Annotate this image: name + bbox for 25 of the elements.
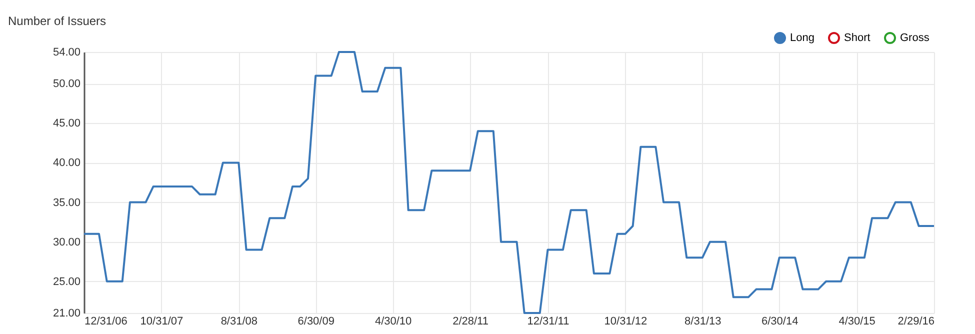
x-tick-label: 8/31/13	[684, 316, 722, 328]
x-tick-label: 6/30/09	[298, 316, 334, 328]
x-tick-label: 2/29/16	[898, 316, 934, 328]
x-tick-label: 2/28/11	[452, 316, 488, 328]
legend-label: Short	[844, 32, 870, 44]
y-tick-label: 45.00	[52, 118, 80, 130]
legend-label: Long	[790, 32, 814, 44]
x-tick-label: 8/31/08	[220, 316, 258, 328]
y-tick-label: 21.00	[52, 308, 80, 320]
y-tick-label: 30.00	[52, 236, 80, 248]
chart-title: Number of Issuers	[8, 14, 106, 28]
x-tick-label: 4/30/10	[374, 316, 412, 328]
y-tick-label: 50.00	[52, 78, 80, 90]
y-tick-label: 40.00	[52, 157, 80, 170]
line-series	[83, 51, 935, 314]
x-tick-label: 10/31/12	[604, 316, 648, 328]
x-tick-label: 12/31/06	[84, 316, 128, 328]
x-tick-label: 10/31/07	[140, 316, 184, 328]
y-tick-label: 54.00	[52, 46, 80, 58]
y-tick-label: 25.00	[52, 276, 80, 288]
legend-label: Gross	[900, 32, 930, 44]
y-tick-label: 35.00	[52, 196, 80, 209]
x-tick-label: 4/30/15	[838, 316, 876, 328]
x-tick-label: 12/31/11	[527, 316, 570, 328]
x-tick-label: 6/30/14	[761, 316, 798, 328]
